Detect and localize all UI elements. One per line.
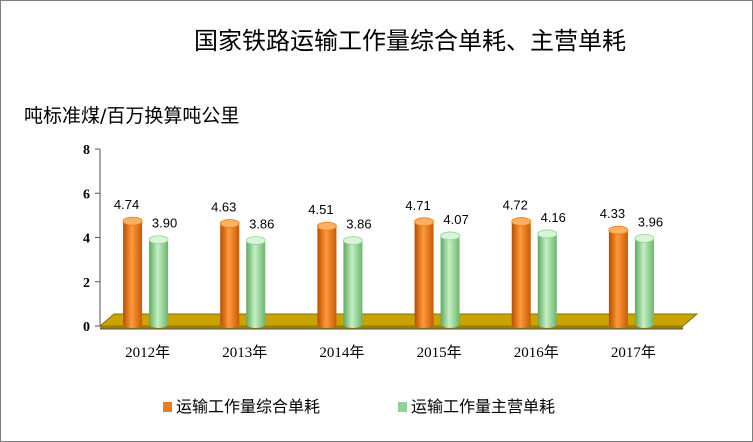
- bar-base: [149, 320, 169, 328]
- x-tick-label: 2015年: [417, 344, 462, 361]
- bar: [440, 231, 460, 328]
- bar-base: [511, 320, 531, 328]
- data-label: 4.63: [211, 200, 236, 215]
- x-tick-label: 2012年: [125, 344, 170, 361]
- bar-top: [122, 216, 143, 226]
- bar-base: [123, 320, 143, 328]
- bar: [343, 236, 363, 328]
- bar: [245, 236, 266, 328]
- y-axis-label: 吨标准煤/百万换算吨公里: [24, 105, 239, 127]
- bar-body: [414, 221, 434, 324]
- bar-top: [317, 221, 337, 231]
- legend-label: 运输工作量主营单耗: [411, 397, 555, 416]
- bar: [317, 221, 337, 328]
- x-tick-label: 2016年: [514, 344, 559, 361]
- bar-body: [343, 240, 363, 324]
- bar-base: [634, 320, 654, 328]
- bar-top: [219, 219, 240, 228]
- bar-body: [608, 230, 628, 324]
- bar: [414, 217, 434, 328]
- bar-top: [245, 236, 266, 245]
- bar-top: [414, 217, 434, 227]
- bar-top: [537, 229, 558, 239]
- data-label: 4.07: [443, 212, 468, 227]
- legend-label: 运输工作量综合单耗: [176, 397, 320, 416]
- bar-base: [608, 320, 628, 328]
- bar-top: [440, 231, 460, 241]
- bar-base: [317, 320, 337, 328]
- x-tick-label: 2017年: [611, 344, 656, 361]
- data-label: 3.86: [346, 217, 371, 232]
- bar-top: [608, 225, 629, 235]
- bar-base: [246, 320, 266, 328]
- y-tick-label: 6: [83, 187, 90, 202]
- legend-entry: 运输工作量主营单耗: [398, 397, 555, 416]
- bar-body: [317, 226, 337, 324]
- y-tick-label: 8: [83, 143, 90, 158]
- legend-swatch: [163, 402, 172, 412]
- chart-floor: [98, 313, 699, 327]
- bar-base: [440, 320, 460, 328]
- bar-body: [246, 240, 266, 324]
- bar-top: [634, 233, 655, 243]
- bar-body: [123, 221, 143, 324]
- bar-body: [440, 235, 460, 324]
- bar-base: [414, 320, 434, 328]
- data-label: 3.90: [152, 216, 177, 231]
- chart-title: 国家铁路运输工作量综合单耗、主营单耗: [194, 27, 626, 55]
- y-tick-label: 2: [83, 276, 90, 291]
- bar: [219, 219, 240, 328]
- x-tick-label: 2014年: [319, 344, 364, 361]
- bar: [634, 233, 655, 328]
- bar-body: [537, 233, 557, 324]
- bar: [122, 216, 143, 328]
- data-label: 4.72: [503, 198, 528, 213]
- y-tick-label: 4: [83, 232, 90, 247]
- legend-swatch: [398, 402, 407, 412]
- bar: [537, 229, 558, 328]
- bar-top: [343, 236, 363, 245]
- bar-top: [511, 217, 532, 226]
- bar-body: [149, 239, 169, 324]
- data-label: 4.71: [405, 198, 430, 213]
- bar-base: [343, 320, 363, 328]
- data-label: 4.51: [308, 202, 333, 217]
- bar-base: [537, 320, 557, 328]
- bar-body: [511, 221, 531, 324]
- bar: [511, 217, 532, 328]
- data-label: 3.86: [249, 217, 274, 232]
- bar-body: [220, 223, 240, 324]
- bar: [608, 225, 629, 328]
- bar-top: [148, 235, 169, 245]
- y-tick-label: 0: [83, 320, 90, 335]
- legend-entry: 运输工作量综合单耗: [163, 397, 320, 416]
- data-label: 4.33: [600, 206, 625, 221]
- bar-body: [634, 238, 654, 324]
- bar: [148, 235, 169, 328]
- chart-floor-edge: [100, 326, 683, 329]
- x-tick-label: 2013年: [222, 344, 267, 361]
- data-label: 4.16: [541, 210, 566, 225]
- bar-base: [220, 320, 240, 328]
- data-label: 3.96: [638, 214, 663, 229]
- data-label: 4.74: [114, 197, 139, 212]
